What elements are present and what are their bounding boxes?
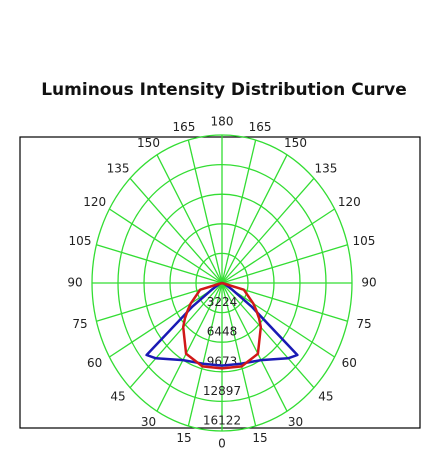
grid-spoke xyxy=(221,282,335,358)
grid-spoke xyxy=(187,139,223,284)
grid-spoke xyxy=(156,154,223,284)
angle-label: 150 xyxy=(284,136,307,150)
angle-label: 135 xyxy=(314,162,337,176)
grid-spoke xyxy=(221,282,315,389)
angle-label: 30 xyxy=(288,415,303,429)
angle-label: 150 xyxy=(137,136,160,150)
grid-spoke xyxy=(221,282,288,412)
grid-spoke xyxy=(187,282,223,427)
angle-label: 15 xyxy=(176,431,191,445)
angle-label: 15 xyxy=(252,431,267,445)
angle-label: 60 xyxy=(342,356,357,370)
angle-label: 0 xyxy=(218,437,226,451)
r-tick-label: 6448 xyxy=(207,325,238,339)
angle-label: 90 xyxy=(67,276,82,290)
angle-label: 60 xyxy=(87,356,102,370)
grid-spoke xyxy=(221,244,348,284)
plot-frame xyxy=(19,136,421,429)
grid-spoke xyxy=(96,244,223,284)
r-tick-label: 12897 xyxy=(203,384,241,398)
angle-label: 120 xyxy=(83,195,106,209)
grid-spoke xyxy=(221,208,335,284)
angle-label: 135 xyxy=(107,162,130,176)
angle-label: 30 xyxy=(141,415,156,429)
angle-label: 105 xyxy=(353,234,376,248)
intensity-curve xyxy=(181,281,223,370)
angle-label: 45 xyxy=(110,389,125,403)
angle-label: 165 xyxy=(173,120,196,134)
grid-spoke xyxy=(156,282,223,412)
r-tick-label: 3224 xyxy=(207,295,238,309)
grid-spoke xyxy=(109,208,223,284)
angle-label: 90 xyxy=(361,276,376,290)
angle-label: 180 xyxy=(211,115,234,129)
intensity-curve xyxy=(221,281,263,370)
grid-spoke xyxy=(221,139,257,284)
grid-spoke xyxy=(221,154,288,284)
r-tick-label: 16122 xyxy=(203,414,241,428)
angle-label: 75 xyxy=(356,317,371,331)
chart-title: Luminous Intensity Distribution Curve xyxy=(41,80,407,100)
angle-label: 75 xyxy=(72,317,87,331)
angle-label: 45 xyxy=(318,389,333,403)
angle-label: 165 xyxy=(249,120,272,134)
angle-label: 120 xyxy=(338,195,361,209)
grid-spoke xyxy=(109,282,223,358)
grid-spoke xyxy=(129,177,223,284)
grid-spoke xyxy=(221,282,257,427)
angle-label: 105 xyxy=(69,234,92,248)
grid-spoke xyxy=(129,282,223,389)
grid-spoke xyxy=(221,177,315,284)
